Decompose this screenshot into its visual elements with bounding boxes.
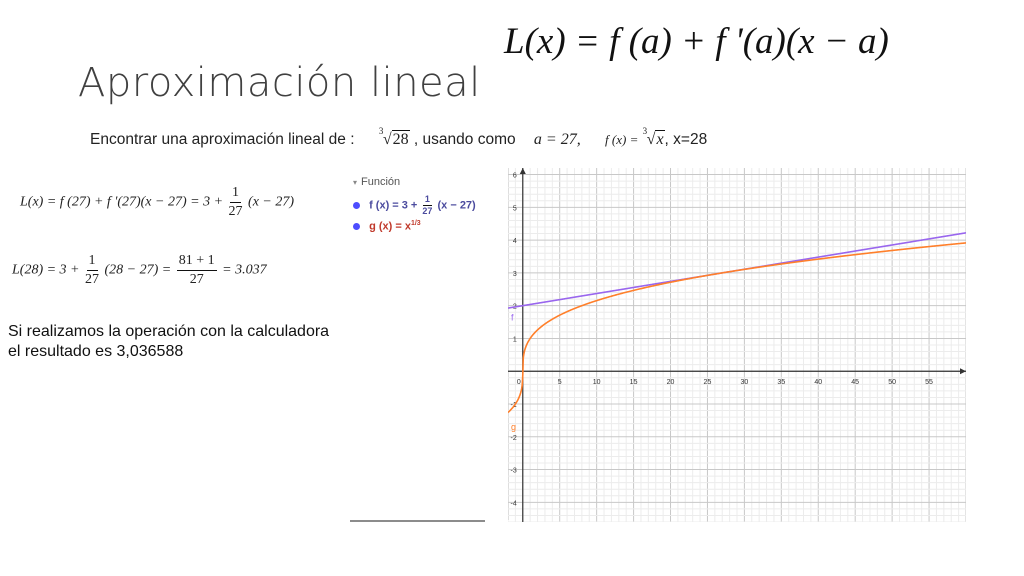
y-tick-label: 1: [513, 336, 517, 343]
series-f-label: f: [511, 312, 514, 322]
x-tick-label: 35: [777, 379, 785, 386]
x-tick-label: 0: [517, 379, 521, 386]
function-f-row[interactable]: f (x) = 3 + 1 27 (x − 27): [353, 194, 476, 217]
x-axis-arrow: [960, 368, 966, 375]
y-tick-label: -2: [511, 435, 517, 442]
fx-label: f (x) =: [605, 132, 639, 148]
y-tick-label: 4: [513, 238, 517, 245]
x-tick-label: 40: [814, 379, 822, 386]
problem-statement: Encontrar una aproximación lineal de : 3…: [90, 126, 708, 149]
fraction-f: 1 27: [422, 194, 433, 216]
collapse-icon[interactable]: ▾: [353, 178, 358, 187]
fraction-82-27: 81 + 1 27: [176, 253, 217, 287]
graphics-view[interactable]: 0 5 10 15 20 25 30 35 40 45 50 55 -4 -3 -2 -1 1 2 3 4 5 6 f g: [507, 168, 967, 523]
cube-root-x: 3 √x: [642, 126, 665, 149]
x-tick-label: 20: [667, 379, 675, 386]
y-tick-label: 5: [513, 205, 517, 212]
intro-end-text: , x=28: [664, 131, 708, 149]
y-tick-label: -4: [511, 500, 517, 507]
cube-root-28: 3 √28: [378, 126, 410, 149]
algebra-view-panel: ▾ Función f (x) = 3 + 1 27 (x − 27) g (x) …: [345, 168, 509, 520]
linear-approximation-formula: L(x) = f (a) + f '(a)(x − a): [504, 21, 889, 62]
x-tick-label: 55: [925, 379, 933, 386]
fraction-1-27: 1 27: [228, 185, 243, 219]
intro-text: Encontrar una aproximación lineal de :: [90, 131, 355, 149]
equation-evaluation: L(28) = 3 + 1 27 (28 − 27) = 81 + 1 27 = 3…: [12, 253, 267, 287]
y-axis-arrow: [519, 168, 526, 174]
visibility-dot-icon[interactable]: [353, 202, 360, 209]
x-tick-label: 30: [740, 379, 748, 386]
a-value: a = 27,: [533, 131, 581, 149]
slide-title: Aproximación lineal: [78, 60, 481, 106]
series-g-label: g: [511, 422, 516, 432]
function-g-row[interactable]: g (x) = x1/3: [353, 220, 421, 233]
visibility-dot-icon[interactable]: [353, 223, 360, 231]
fraction-1-27: 1 27: [85, 253, 100, 287]
y-tick-label: 3: [513, 271, 517, 278]
series-g-line: [507, 242, 967, 414]
calculator-note: Si realizamos la operación con la calcul…: [8, 323, 330, 360]
y-tick-label: 6: [513, 173, 517, 180]
x-tick-label: 5: [558, 379, 562, 386]
intro-mid-text: , usando como: [413, 131, 516, 149]
y-tick-label: -3: [511, 468, 517, 475]
x-tick-label: 25: [704, 379, 712, 386]
algebra-header[interactable]: ▾ Función: [353, 176, 401, 188]
x-tick-label: 50: [888, 379, 896, 386]
x-tick-label: 10: [593, 379, 601, 386]
panel-bottom-divider: [350, 520, 485, 522]
x-tick-label: 45: [851, 379, 859, 386]
x-tick-label: 15: [630, 379, 638, 386]
